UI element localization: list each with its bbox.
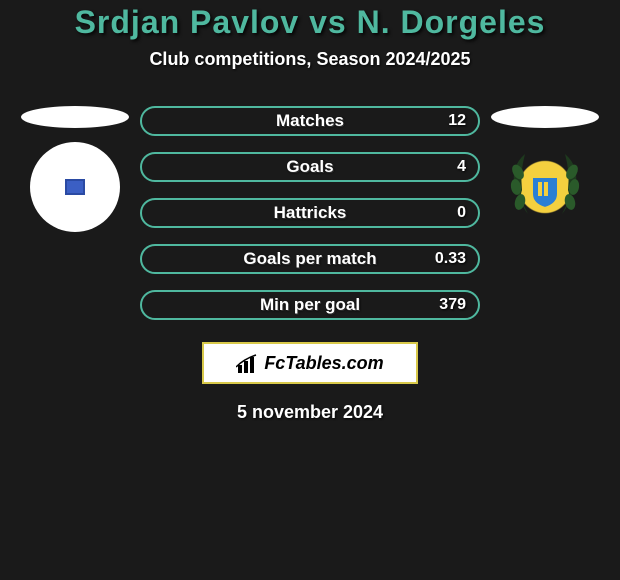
bar-label: Matches	[276, 111, 344, 131]
stat-bar-hattricks: Hattricks 0	[140, 198, 480, 228]
country-ellipse-left	[21, 106, 129, 128]
bar-label: Goals	[286, 157, 333, 177]
club-badge-left-inner	[65, 179, 85, 195]
title-player1: Srdjan Pavlov	[75, 4, 300, 40]
brand-box[interactable]: FcTables.com	[202, 342, 418, 384]
comparison-card: Srdjan Pavlov vs N. Dorgeles Club compet…	[0, 0, 620, 423]
title-vs: vs	[299, 4, 356, 40]
stat-bars: Matches 12 Goals 4 Hattricks 0 Goals per…	[140, 106, 480, 320]
country-ellipse-right	[491, 106, 599, 128]
title-player2: N. Dorgeles	[357, 4, 546, 40]
bar-value-right: 0	[457, 204, 466, 222]
bar-value-right: 4	[457, 158, 466, 176]
bar-value-right: 12	[448, 112, 466, 130]
comparison-row: Matches 12 Goals 4 Hattricks 0 Goals per…	[0, 106, 620, 320]
subtitle: Club competitions, Season 2024/2025	[0, 49, 620, 70]
stat-bar-matches: Matches 12	[140, 106, 480, 136]
left-column	[10, 106, 140, 232]
bar-label: Hattricks	[274, 203, 347, 223]
stat-bar-goals: Goals 4	[140, 152, 480, 182]
stat-bar-goals-per-match: Goals per match 0.33	[140, 244, 480, 274]
bars-chart-icon	[236, 353, 260, 373]
right-column	[480, 106, 610, 232]
club-badge-right-svg	[500, 142, 590, 232]
club-badge-right	[500, 142, 590, 232]
brand-text: FcTables.com	[264, 353, 383, 374]
shield-icon	[532, 167, 558, 208]
bar-value-right: 379	[439, 296, 466, 314]
stat-bar-min-per-goal: Min per goal 379	[140, 290, 480, 320]
bar-label: Min per goal	[260, 295, 360, 315]
club-badge-left	[30, 142, 120, 232]
bar-label: Goals per match	[243, 249, 376, 269]
bar-value-right: 0.33	[435, 250, 466, 268]
date-label: 5 november 2024	[0, 402, 620, 423]
page-title: Srdjan Pavlov vs N. Dorgeles	[0, 4, 620, 41]
